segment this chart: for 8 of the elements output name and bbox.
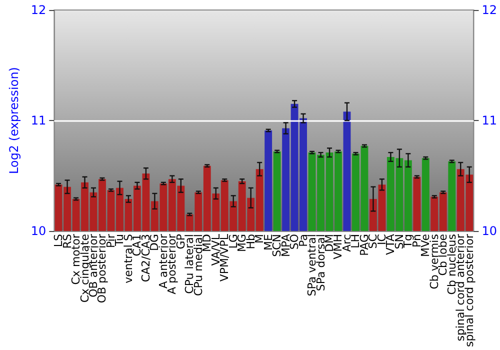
x-tick-label: A posterior	[166, 234, 179, 294]
y-axis-title: Log2 (expression)	[7, 67, 21, 174]
y-tick-label: 10	[30, 224, 46, 238]
y-tick-label: 12	[30, 3, 46, 17]
y2-tick-label: 10	[482, 224, 498, 238]
y2-tick-label: 11	[482, 114, 498, 128]
y-tick-label: 11	[30, 114, 46, 128]
y2-tick-label: 12	[482, 3, 498, 17]
